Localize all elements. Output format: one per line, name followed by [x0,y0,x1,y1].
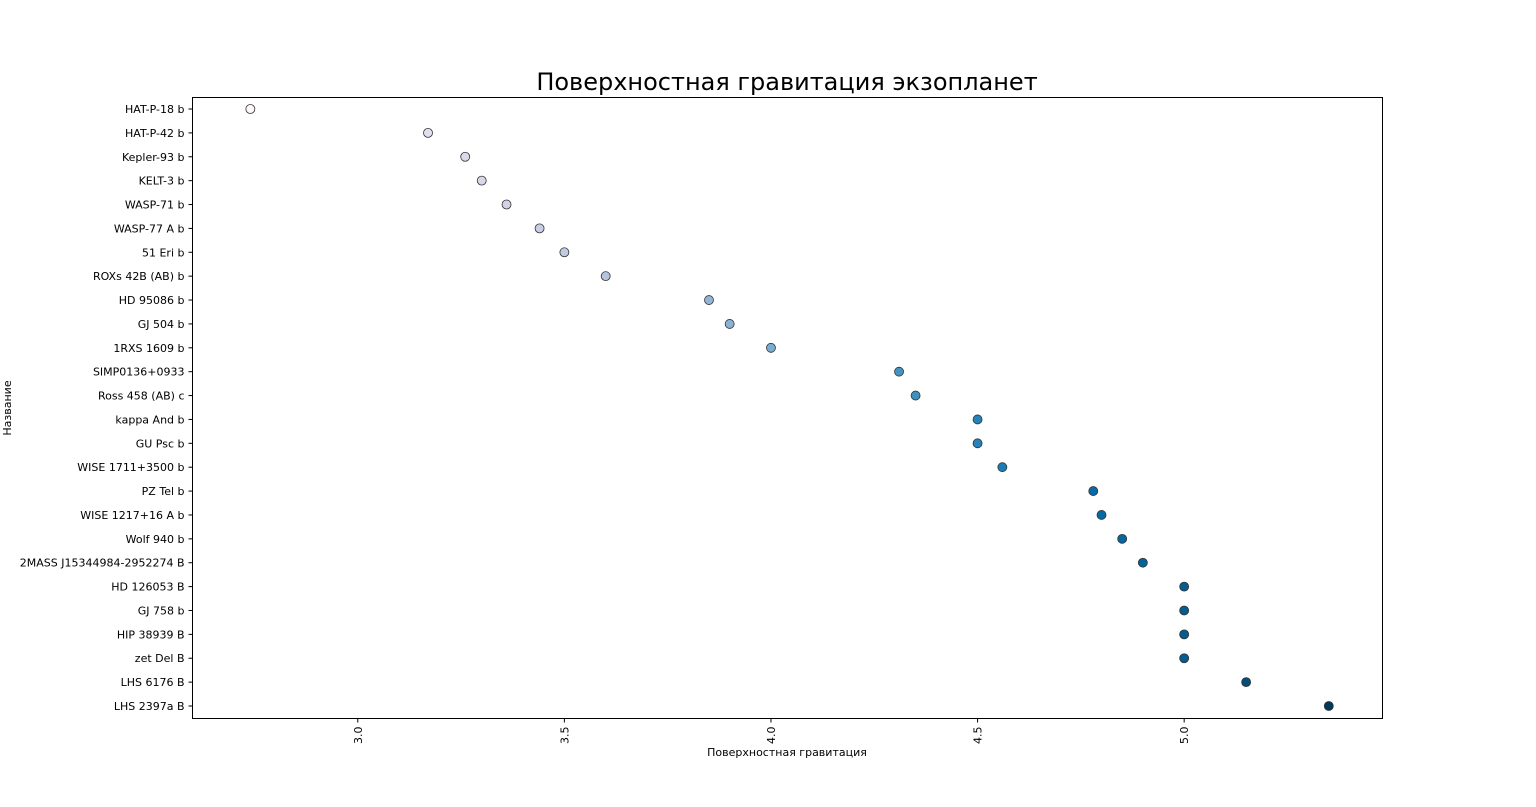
y-tick-label: ROXs 42B (AB) b [93,270,185,283]
plot-frame [192,97,1383,719]
y-tick-label: GJ 504 b [138,318,185,331]
data-point [600,271,611,282]
data-point [894,366,904,377]
y-tick-label: WASP-77 A b [114,222,185,235]
y-tick-label: kappa And b [115,413,184,426]
data-point [559,247,570,258]
y-tick-label: LHS 2397a B [114,700,185,713]
y-axis-label: Название [1,380,14,435]
y-tick-label: Ross 458 (AB) c [98,390,185,403]
y-tick-label: zet Del B [135,652,185,665]
data-point [423,127,433,138]
y-tick-label: PZ Tel b [142,485,185,498]
y-tick-label: HD 95086 b [119,294,185,307]
y-tick-label: 51 Eri b [142,246,185,259]
data-point [766,342,776,353]
y-tick-label: KELT-3 b [139,175,185,188]
data-point [972,438,983,449]
data-point [724,319,735,329]
y-tick-label: GU Psc b [136,437,185,450]
data-point [1088,486,1099,496]
y-tick-label: Kepler-93 b [122,151,185,164]
y-tick-label: WISE 1217+16 A b [80,509,184,522]
data-point [1179,605,1190,616]
y-tick-label: 1RXS 1609 b [113,342,184,355]
y-tick-label: LHS 6176 B [121,676,185,689]
data-point [1096,510,1107,520]
data-point [910,390,921,401]
chart-title: Поверхностная гравитация экзопланет [536,68,1037,96]
y-tick-label: HD 126053 B [111,581,184,594]
y-tick-label: WISE 1711+3500 b [77,461,184,474]
y-tick-label: 2MASS J15344984-2952274 B [20,557,185,570]
y-tick-label: HAT-P-18 b [125,103,184,116]
data-point [534,223,545,234]
plot-area [245,104,1334,711]
data-point [704,295,714,305]
data-point [972,414,983,425]
data-point [1179,581,1190,592]
data-point [245,104,256,114]
y-tick-label: GJ 758 b [138,604,185,617]
x-tick-label: 3.0 [352,727,365,745]
data-point [1179,653,1190,664]
data-point [997,462,1008,473]
x-axis-label: Поверхностная гравитация [707,746,867,759]
x-tick-label: 3.5 [558,727,571,745]
data-point [1137,557,1148,568]
y-tick-label: HAT-P-42 b [125,127,184,140]
data-point [1179,629,1190,640]
data-point [460,151,471,162]
data-point [476,175,487,186]
data-point [501,199,512,210]
y-tick-label: SIMP0136+0933 [93,366,185,379]
y-tick-label: WASP-71 b [125,199,185,212]
data-point [1117,533,1128,544]
data-point [1323,701,1334,711]
y-tick-label: Wolf 940 b [126,533,185,546]
data-point [1241,677,1252,688]
y-tick-label: HIP 38939 B [117,628,185,641]
x-tick-label: 5.0 [1178,727,1191,745]
x-tick-label: 4.5 [972,727,985,745]
x-tick-label: 4.0 [765,727,778,745]
